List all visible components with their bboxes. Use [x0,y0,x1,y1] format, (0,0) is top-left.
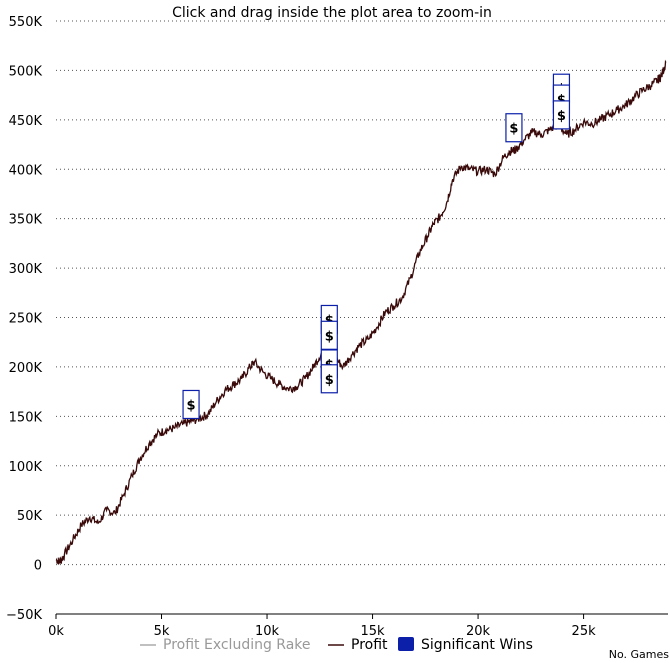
y-tick-label: 150K [9,410,43,425]
legend-item[interactable]: Profit [328,637,388,653]
significant-win-flag[interactable]: $ [505,113,523,143]
y-tick-label: 350K [9,213,43,228]
legend-label: Significant Wins [421,637,533,653]
y-tick-label: 550K [9,15,43,30]
legend-box-icon [398,637,414,651]
x-tick-label: 15k [361,624,386,639]
flag-box [320,364,338,394]
plot-area[interactable] [55,59,667,565]
significant-win-flag[interactable]: $ [320,320,338,350]
x-tick-label: 25k [572,624,597,639]
y-tick-label: 200K [9,361,43,376]
flag-dollar-icon: $ [325,373,334,388]
flag-box [320,320,338,350]
flag-dollar-icon: $ [509,122,518,137]
legend-label: Profit Excluding Rake [163,637,311,653]
significant-win-flag[interactable]: $ [552,100,571,130]
significant-wins-flags[interactable]: $$$$$$$$$ [182,73,571,420]
x-tick-label: 5k [154,624,170,639]
y-tick-label: 450K [9,114,43,129]
y-tick-label: 500K [9,64,43,79]
flag-box [552,100,571,130]
y-tick-label: 0 [34,559,42,574]
x-tick-label: 0k [48,624,64,639]
y-axis-tick-labels: −50K 0 50K 100K 150K 200K 250K 300K 350K 400K 450K… [6,15,42,623]
flag-dollar-icon: $ [325,329,334,344]
y-tick-label: 250K [9,312,43,327]
flag-dollar-icon: $ [187,398,196,413]
legend-label: Profit [351,637,388,653]
significant-win-flag[interactable]: $ [182,389,200,420]
x-axis-label: No. Games [609,648,670,661]
legend-item[interactable]: Significant Wins [398,637,533,653]
y-tick-label: −50K [6,608,42,623]
chart-title: Click and drag inside the plot area to z… [172,5,492,21]
flag-box [505,113,523,143]
legend-item[interactable]: Profit Excluding Rake [140,637,311,653]
flag-box [182,389,200,420]
y-tick-label: 100K [9,460,43,475]
y-tick-label: 50K [17,509,43,524]
y-tick-label: 400K [9,163,43,178]
x-tick-label: 20k [466,624,491,639]
y-tick-label: 300K [9,262,43,277]
x-tick-label: 10k [255,624,280,639]
grid-lines [56,20,668,615]
legend[interactable]: Profit Excluding Rake Profit Significant W… [140,637,533,653]
significant-win-flag[interactable]: $ [320,364,338,394]
x-axis: 0k 5k 10k 15k 20k 25k [48,613,668,639]
profit-series-line[interactable] [55,59,667,565]
flag-dollar-icon: $ [557,109,566,124]
